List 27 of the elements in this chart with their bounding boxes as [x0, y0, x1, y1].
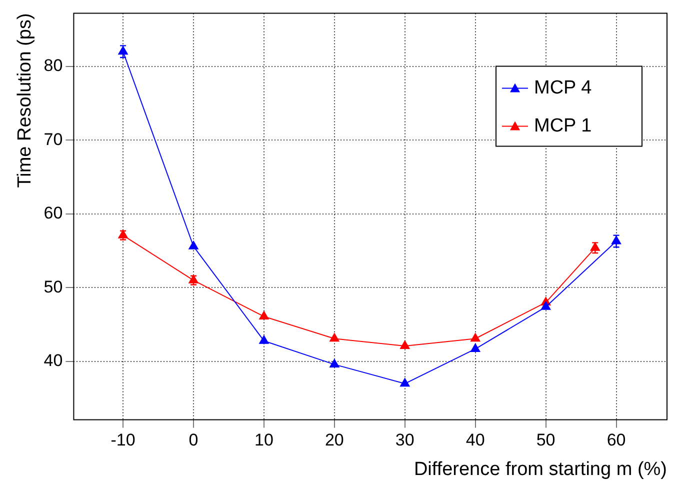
point	[400, 378, 410, 387]
point	[259, 335, 269, 344]
legend-label: MCP 4	[534, 77, 592, 98]
legend-label: MCP 1	[534, 115, 592, 136]
x-tick-label: 30	[395, 430, 414, 450]
point	[400, 340, 410, 350]
y-tick-label: 70	[44, 130, 63, 149]
x-tick-label: 20	[324, 430, 344, 450]
x-tick-label: 40	[466, 430, 485, 450]
x-axis-title: Difference from starting m (%)	[414, 458, 667, 480]
point	[188, 240, 198, 250]
point	[470, 343, 480, 352]
x-tick-label: 50	[536, 430, 556, 450]
point	[259, 310, 269, 320]
x-tick-label: 10	[254, 430, 274, 450]
y-tick-label: 60	[44, 204, 63, 223]
y-tick-label: 50	[44, 277, 63, 296]
point	[330, 358, 340, 368]
x-tick-label: -10	[110, 430, 136, 450]
y-tick-label: 40	[44, 351, 63, 370]
y-tick-label: 80	[44, 56, 63, 76]
point	[470, 333, 480, 342]
x-tick-label: 0	[188, 430, 198, 450]
y-axis-title: Time Resolution (ps)	[14, 13, 36, 188]
point	[540, 301, 551, 310]
x-tick-label: 60	[606, 430, 626, 450]
point	[330, 333, 340, 342]
